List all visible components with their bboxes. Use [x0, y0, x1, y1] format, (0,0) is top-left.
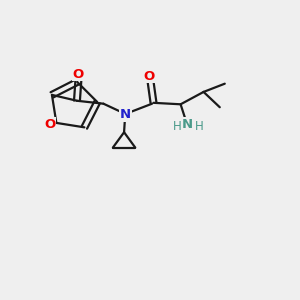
- Text: N: N: [182, 118, 193, 130]
- Text: O: O: [143, 70, 155, 83]
- Text: O: O: [44, 118, 56, 131]
- Text: H: H: [194, 120, 203, 133]
- Text: O: O: [73, 68, 84, 81]
- Text: N: N: [120, 107, 131, 121]
- Text: H: H: [173, 120, 182, 133]
